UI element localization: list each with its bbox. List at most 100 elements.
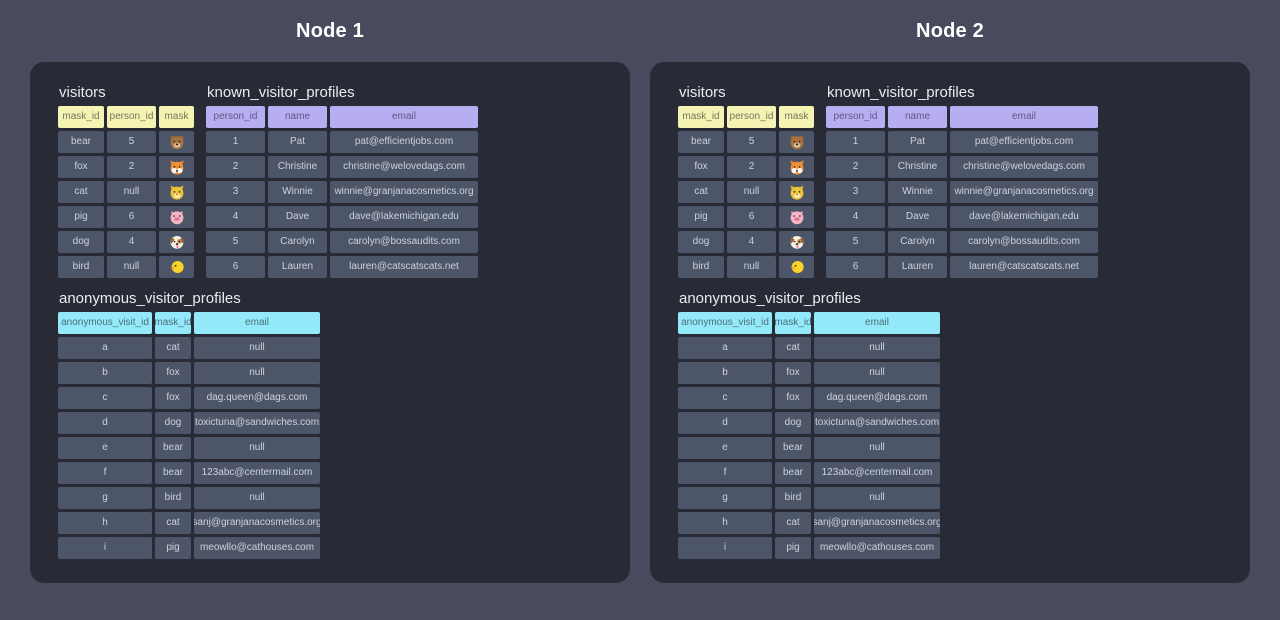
table-cell: Christine [888, 156, 947, 178]
table-cell: f [58, 462, 152, 484]
table-cell: bear [678, 131, 724, 153]
table-cell: Winnie [268, 181, 327, 203]
table-cell: 2 [206, 156, 265, 178]
baby-chick-icon [159, 256, 194, 278]
table-cell: 5 [107, 131, 156, 153]
table-cell: Lauren [268, 256, 327, 278]
table-cell: 123abc@centermail.com [194, 462, 320, 484]
table-cell: lauren@catscatscats.net [950, 256, 1098, 278]
table-cell: c [58, 387, 152, 409]
table-cell: sanj@granjanacosmetics.org [814, 512, 940, 534]
table-cell: d [678, 412, 772, 434]
table-cell: dag.queen@dags.com [814, 387, 940, 409]
table-cell: 2 [107, 156, 156, 178]
table-cell: e [678, 437, 772, 459]
column-header-email: email [330, 106, 478, 128]
table-cell: 3 [826, 181, 885, 203]
anonymous_visitor_profiles-table: anonymous_visit_id mask_id email a cat null b f… [678, 312, 1250, 559]
column-header-mask: mask [779, 106, 814, 128]
table-cell: 123abc@centermail.com [814, 462, 940, 484]
visitors-table: mask_id person_id mask bear 5 fox 2 cat null pig 6… [58, 106, 194, 278]
table-cell: dog [678, 231, 724, 253]
table-cell: christine@welovedags.com [330, 156, 478, 178]
anonymous_visitor_profiles-table-group: anonymous_visitor_profiles anonymous_visi… [678, 290, 1250, 559]
table-cell: 1 [826, 131, 885, 153]
table-cell: fox [58, 156, 104, 178]
column-header-person_id: person_id [107, 106, 156, 128]
node-2-bottom-tables: anonymous_visitor_profiles anonymous_visi… [678, 290, 1250, 559]
table-cell: carolyn@bossaudits.com [950, 231, 1098, 253]
known_visitor_profiles-table-group: known_visitor_profiles person_id name email… [826, 84, 1098, 278]
column-header-mask_id: mask_id [775, 312, 811, 334]
table-cell: null [194, 362, 320, 384]
table-cell: Dave [268, 206, 327, 228]
table-cell: null [814, 362, 940, 384]
table-cell: 4 [206, 206, 265, 228]
table-cell: cat [775, 512, 811, 534]
table-cell: pig [678, 206, 724, 228]
table-cell: e [58, 437, 152, 459]
fox-face-icon [159, 156, 194, 178]
table-cell: i [678, 537, 772, 559]
node-2-column: Node 2 visitors mask_id person_id mask bear 5… [650, 0, 1250, 583]
table-cell: 6 [826, 256, 885, 278]
known_visitor_profiles-table: person_id name email 1 Pat pat@efficientjobs.… [826, 106, 1098, 278]
table-cell: winnie@granjanacosmetics.org [330, 181, 478, 203]
table-cell: cat [155, 337, 191, 359]
anonymous_visitor_profiles-table-title: anonymous_visitor_profiles [59, 290, 241, 307]
table-cell: meowllo@cathouses.com [814, 537, 940, 559]
bear-face-icon [779, 131, 814, 153]
known_visitor_profiles-table-title: known_visitor_profiles [207, 84, 355, 101]
table-cell: null [107, 256, 156, 278]
column-header-mask_id: mask_id [58, 106, 104, 128]
table-cell: 5 [826, 231, 885, 253]
table-cell: cat [678, 181, 724, 203]
table-cell: null [194, 437, 320, 459]
table-cell: winnie@granjanacosmetics.org [950, 181, 1098, 203]
table-cell: pat@efficientjobs.com [950, 131, 1098, 153]
table-cell: a [58, 337, 152, 359]
table-cell: null [727, 256, 776, 278]
column-header-email: email [950, 106, 1098, 128]
table-cell: dog [155, 412, 191, 434]
table-cell: g [678, 487, 772, 509]
table-cell: null [814, 337, 940, 359]
table-cell: 5 [727, 131, 776, 153]
dog-face-icon [779, 231, 814, 253]
table-cell: Dave [888, 206, 947, 228]
node-1-bottom-tables: anonymous_visitor_profiles anonymous_visi… [58, 290, 630, 559]
table-cell: Christine [268, 156, 327, 178]
node-2-title: Node 2 [916, 19, 984, 42]
bear-face-icon [159, 131, 194, 153]
table-cell: bird [58, 256, 104, 278]
visitors-table-title: visitors [679, 84, 726, 101]
column-header-mask_id: mask_id [155, 312, 191, 334]
table-cell: toxictuna@sandwiches.com [194, 412, 320, 434]
pig-face-icon [779, 206, 814, 228]
table-cell: pig [155, 537, 191, 559]
table-cell: fox [155, 387, 191, 409]
column-header-person_id: person_id [727, 106, 776, 128]
table-cell: bird [155, 487, 191, 509]
table-cell: bear [775, 462, 811, 484]
column-header-email: email [814, 312, 940, 334]
table-cell: fox [678, 156, 724, 178]
node-2-panel: visitors mask_id person_id mask bear 5 fox 2 cat… [650, 62, 1250, 583]
visitors-table: mask_id person_id mask bear 5 fox 2 cat null pig 6… [678, 106, 814, 278]
table-cell: pig [775, 537, 811, 559]
table-cell: 6 [206, 256, 265, 278]
table-cell: 4 [727, 231, 776, 253]
table-cell: bear [155, 462, 191, 484]
node-1-panel: visitors mask_id person_id mask bear 5 fox 2 cat… [30, 62, 630, 583]
table-cell: cat [58, 181, 104, 203]
node-1-title: Node 1 [296, 19, 364, 42]
node-2-top-tables: visitors mask_id person_id mask bear 5 fox 2 cat… [678, 84, 1250, 278]
table-cell: f [678, 462, 772, 484]
cat-face-icon [159, 181, 194, 203]
table-cell: bear [775, 437, 811, 459]
table-cell: fox [775, 387, 811, 409]
table-cell: bird [775, 487, 811, 509]
table-cell: dog [775, 412, 811, 434]
node-1-top-tables: visitors mask_id person_id mask bear 5 fox 2 cat… [58, 84, 630, 278]
anonymous_visitor_profiles-table-group: anonymous_visitor_profiles anonymous_visi… [58, 290, 630, 559]
